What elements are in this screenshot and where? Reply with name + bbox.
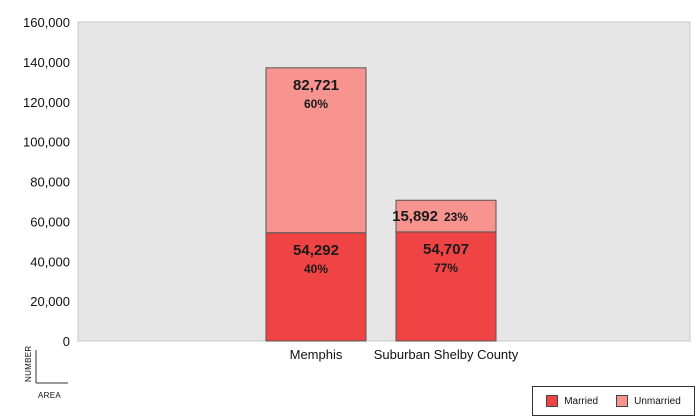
bar-value-label: 82,721 bbox=[293, 77, 339, 94]
y-tick-label: 0 bbox=[63, 334, 70, 349]
bar-percent-label: 77% bbox=[434, 261, 458, 275]
legend-item-unmarried: Unmarried bbox=[616, 395, 681, 407]
y-tick-label: 60,000 bbox=[30, 214, 70, 229]
x-category-label: Suburban Shelby County bbox=[374, 347, 519, 362]
legend-label-married: Married bbox=[564, 395, 599, 407]
plot-area bbox=[77, 21, 691, 342]
y-tick-label: 160,000 bbox=[23, 15, 70, 30]
bar-value-label: 15,892 bbox=[392, 208, 438, 225]
legend-label-unmarried: Unmarried bbox=[634, 395, 681, 407]
y-tick-label: 100,000 bbox=[23, 135, 70, 150]
bar-segment-unmarried bbox=[395, 199, 497, 233]
x-axis-label: AREA bbox=[38, 391, 61, 400]
y-tick-label: 140,000 bbox=[23, 55, 70, 70]
legend-item-married: Married bbox=[546, 395, 598, 407]
y-axis-ticks: 0 20,000 40,000 60,000 80,000 100,000 120,000 1… bbox=[23, 15, 70, 349]
bar-value-label: 54,707 bbox=[423, 241, 469, 258]
bars: 54,292 40% 82,721 60% 54,707 77% 15,892 23% bbox=[265, 67, 497, 342]
legend-swatch-married bbox=[546, 395, 559, 407]
axis-key: NUMBER AREA bbox=[24, 346, 68, 400]
y-tick-label: 120,000 bbox=[23, 95, 70, 110]
x-category-label: Memphis bbox=[290, 347, 343, 362]
y-tick-label: 20,000 bbox=[30, 294, 70, 309]
y-tick-label: 80,000 bbox=[30, 175, 70, 190]
x-axis-categories: Memphis Suburban Shelby County bbox=[290, 347, 519, 362]
legend-swatch-unmarried bbox=[616, 395, 629, 407]
bar-percent-label: 60% bbox=[304, 97, 328, 111]
bar-percent-label: 23% bbox=[444, 210, 468, 224]
bar-segment-married bbox=[265, 232, 367, 342]
y-axis-label: NUMBER bbox=[24, 346, 33, 382]
legend: Married Unmarried bbox=[532, 386, 695, 416]
bar-segment-married bbox=[395, 231, 497, 342]
bar-segment-unmarried bbox=[265, 67, 367, 234]
bar-value-label: 54,292 bbox=[293, 242, 339, 259]
bar-percent-label: 40% bbox=[304, 262, 328, 276]
y-tick-label: 40,000 bbox=[30, 254, 70, 269]
